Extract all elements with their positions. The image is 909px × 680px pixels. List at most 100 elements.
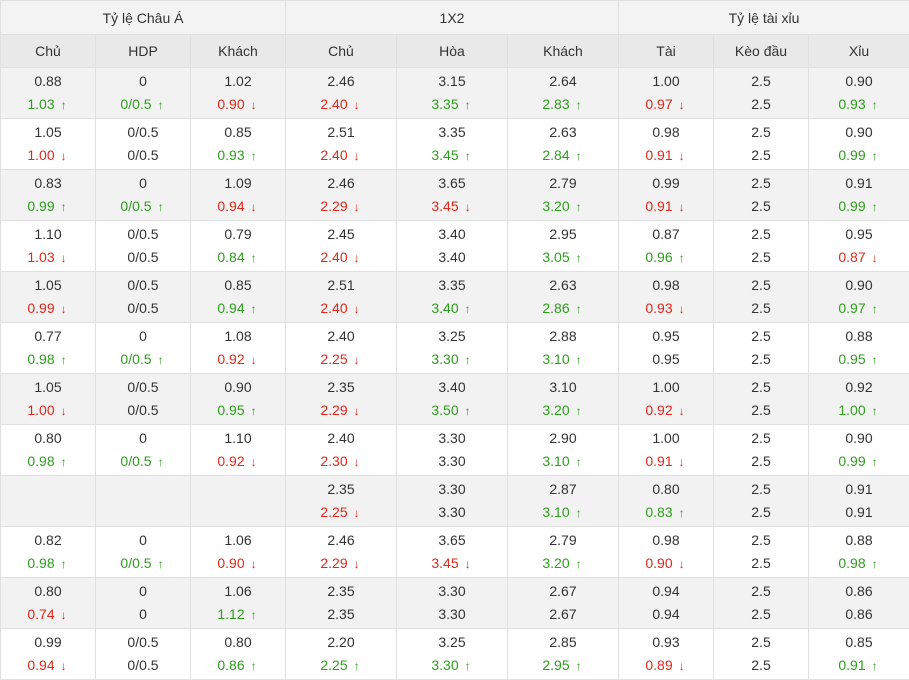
current-odds-value: 3.20 [542,402,569,418]
arrow-up-icon: ↑ [59,350,69,370]
arrow-up-icon: ↑ [574,503,584,523]
current-odds: 2.29↓ [286,196,396,216]
cell-1x2-away: 2.95 3.05↑ [508,221,619,272]
opening-odds-value: 2.5 [751,124,770,140]
col-header-home: Chủ [1,35,96,68]
current-odds: 1.00↓ [1,400,95,420]
current-odds: 2.86↑ [508,298,618,318]
current-odds: 1.03↓ [1,247,95,267]
current-odds-value: 0.98 [27,555,54,571]
opening-odds: 0.80 [619,479,713,499]
current-odds: 2.84↑ [508,145,618,165]
current-odds-value: 2.5 [751,351,770,367]
arrow-up-icon: ↑ [463,350,473,370]
opening-odds: 0 [96,428,190,448]
opening-odds-value: 1.06 [224,583,251,599]
current-odds-value: 0.98 [838,555,865,571]
opening-odds: 3.30 [397,581,507,601]
arrow-down-icon: ↓ [677,299,687,319]
col-header-handicap: HDP [96,35,191,68]
arrow-up-icon: ↑ [574,248,584,268]
current-odds: 2.40↓ [286,298,396,318]
opening-odds: 0.90 [191,377,285,397]
opening-odds-value: 2.95 [549,226,576,242]
opening-odds-value: 0.93 [652,634,679,650]
current-odds: 0.92↓ [191,451,285,471]
arrow-up-icon: ↑ [463,95,473,115]
arrow-up-icon: ↑ [677,248,687,268]
opening-odds: 2.35 [286,479,396,499]
opening-odds: 0.85 [191,122,285,142]
opening-odds: 0/0.5 [96,224,190,244]
group-header-asian-handicap: Tỷ lệ Châu Á [1,1,286,35]
opening-odds: 0.98 [619,275,713,295]
current-odds: 0/0.5↑ [96,349,190,369]
current-odds: 0.98↑ [1,553,95,573]
col-header-away-win: Khách [508,35,619,68]
current-odds: 3.10↑ [508,451,618,471]
current-odds-value: 2.29 [320,555,347,571]
current-odds-value: 0.94 [652,606,679,622]
current-odds: 3.05↑ [508,247,618,267]
current-odds: 0.97↑ [809,298,909,318]
current-odds: 0.95 [619,349,713,369]
opening-odds: 2.5 [714,377,808,397]
current-odds: 2.5 [714,247,808,267]
arrow-up-icon: ↑ [156,350,166,370]
opening-odds-value: 3.15 [438,73,465,89]
opening-odds: 1.09 [191,173,285,193]
arrow-up-icon: ↑ [870,350,880,370]
current-odds-value: 1.03 [27,249,54,265]
opening-odds: 2.95 [508,224,618,244]
opening-odds-value: 2.40 [327,328,354,344]
opening-odds-value: 0.80 [34,430,61,446]
arrow-down-icon: ↓ [352,197,362,217]
arrow-down-icon: ↓ [677,401,687,421]
arrow-up-icon: ↑ [574,401,584,421]
opening-odds: 0.98 [619,122,713,142]
opening-odds-value: 1.10 [34,226,61,242]
current-odds: 2.5 [714,502,808,522]
opening-odds: 2.79 [508,173,618,193]
current-odds: 0/0.5 [96,145,190,165]
arrow-up-icon: ↑ [574,299,584,319]
current-odds-value: 2.5 [751,300,770,316]
col-header-home-win: Chủ [286,35,397,68]
arrow-up-icon: ↑ [870,656,880,676]
opening-odds: 0.98 [619,530,713,550]
opening-odds: 0.95 [809,224,909,244]
arrow-up-icon: ↑ [677,503,687,523]
opening-odds-value: 0/0.5 [127,124,158,140]
opening-odds: 0.82 [1,530,95,550]
current-odds-value: 3.45 [431,147,458,163]
current-odds: 2.5 [714,604,808,624]
opening-odds: 0.90 [809,275,909,295]
opening-odds: 0.87 [619,224,713,244]
current-odds-value: 0/0.5 [127,147,158,163]
arrow-down-icon: ↓ [59,146,69,166]
opening-odds-value: 0.77 [34,328,61,344]
current-odds-value: 0.98 [27,453,54,469]
opening-odds-value: 3.35 [438,277,465,293]
opening-odds: 0.93 [619,632,713,652]
current-odds: 0.87↓ [809,247,909,267]
opening-odds: 0.91 [809,479,909,499]
opening-odds-value: 3.65 [438,175,465,191]
opening-odds-value: 3.30 [438,481,465,497]
current-odds-value: 2.5 [751,657,770,673]
